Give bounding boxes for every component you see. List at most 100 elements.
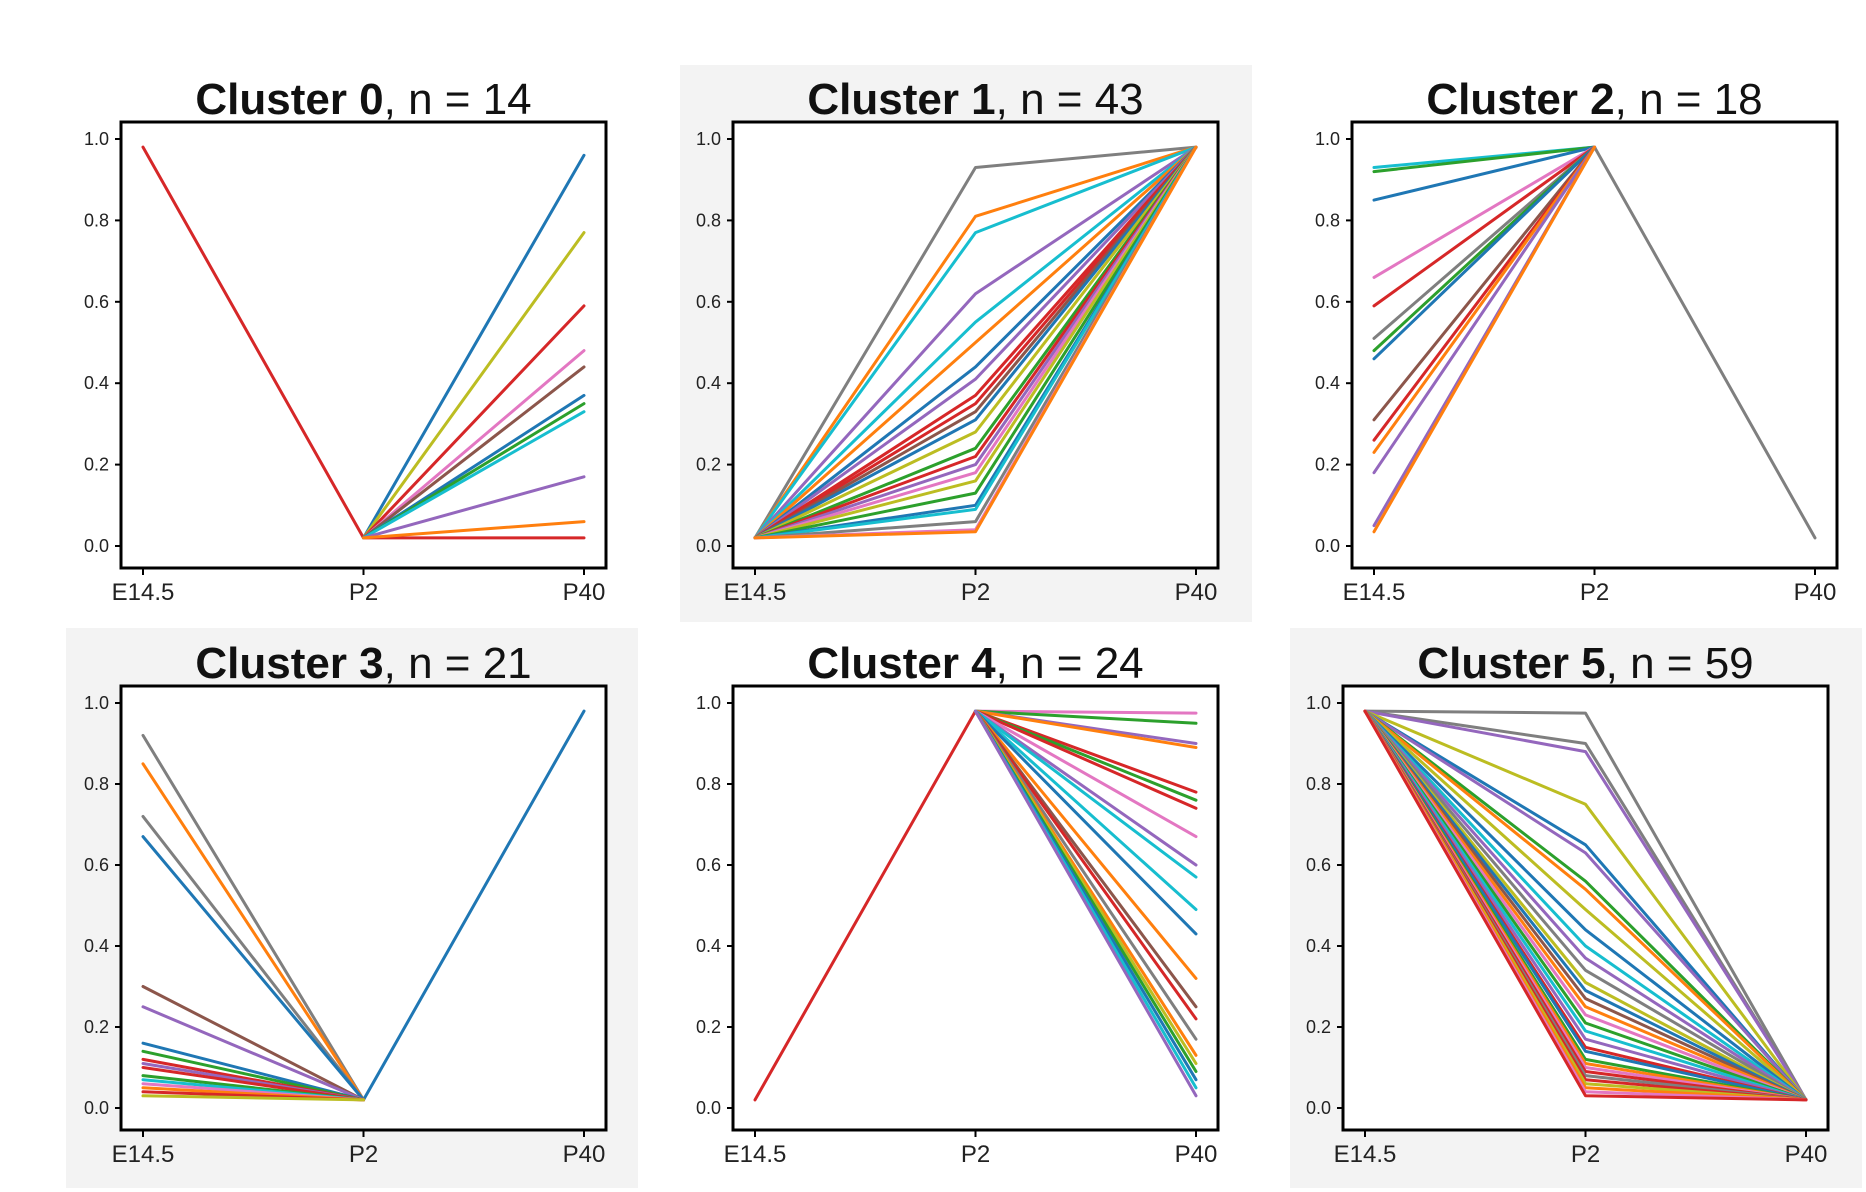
series-line-5 [141, 985, 365, 1102]
chart-title: Cluster 0, n = 14 [195, 75, 531, 124]
series-line-32 [1363, 709, 1808, 1102]
y-tick-label: 0.8 [84, 210, 109, 230]
y-tick-label: 0.4 [696, 936, 721, 956]
series-line-2 [1372, 145, 1596, 174]
x-tick-label: E14.5 [112, 579, 175, 606]
y-tick-label: 0.8 [1306, 774, 1331, 794]
series-line-16 [1363, 709, 1808, 1102]
x-tick-label: E14.5 [112, 1141, 175, 1168]
x-tick-label: P2 [961, 579, 990, 606]
chart-title-cluster: Cluster 1 [807, 75, 995, 124]
y-tick-label: 0.0 [84, 536, 109, 556]
series-line-5 [1363, 709, 1808, 1102]
y-tick-label: 1.0 [1306, 693, 1331, 713]
y-tick-label: 0.2 [84, 1017, 109, 1037]
series-line-12 [974, 709, 1198, 936]
y-tick-label: 0.4 [84, 936, 109, 956]
series-line-1 [362, 153, 586, 540]
y-tick-label: 0.0 [1306, 1098, 1331, 1118]
series-line-8 [974, 709, 1198, 839]
series-line-9 [974, 709, 1198, 867]
series-line-11 [1363, 709, 1808, 1102]
chart-title-count: , n = 43 [996, 75, 1144, 124]
y-tick-label: 1.0 [84, 129, 109, 149]
chart-title: Cluster 2, n = 18 [1426, 75, 1762, 124]
series-line-18 [1363, 709, 1808, 1102]
y-tick-label: 0.8 [696, 774, 721, 794]
x-tick-label: E14.5 [724, 1141, 787, 1168]
series-line-4 [362, 349, 586, 540]
y-tick-label: 0.4 [1315, 373, 1340, 393]
series-line-15 [1363, 709, 1808, 1102]
chart-title-cluster: Cluster 0 [195, 75, 383, 124]
plot-area [733, 686, 1218, 1130]
x-tick-label: P40 [1175, 1141, 1218, 1168]
y-tick-label: 0.2 [84, 455, 109, 475]
y-tick-label: 0.6 [1306, 855, 1331, 875]
series-line-14 [1372, 145, 1596, 534]
series-line-13 [753, 145, 1198, 540]
series-line-10 [753, 145, 1198, 540]
series-line-10 [974, 709, 1198, 879]
series-line-2 [974, 709, 1198, 725]
chart-panel-cluster-2: 0.0 0.2 0.4 0.6 0.8 1.0 E14.5 P2 P40 Cluster 2, n… [1315, 75, 1839, 606]
series-line-3 [1372, 145, 1596, 202]
series-line-3 [1363, 709, 1808, 1102]
chart-title: Cluster 4, n = 24 [807, 639, 1143, 688]
series-line-16 [753, 145, 1198, 540]
y-tick-label: 0.4 [1306, 936, 1331, 956]
chart-panel-cluster-4: 0.0 0.2 0.4 0.6 0.8 1.0 E14.5 P2 P40 Cluster 4, n… [696, 639, 1220, 1168]
x-tick-label: E14.5 [1343, 579, 1406, 606]
series-line-17 [753, 145, 1198, 540]
x-tick-label: E14.5 [1334, 1141, 1397, 1168]
x-tick-label: P2 [1571, 1141, 1600, 1168]
series-line-8 [1363, 709, 1808, 1102]
y-tick-label: 0.2 [1315, 455, 1340, 475]
series-line-2 [141, 762, 365, 1102]
series-line-8 [362, 410, 586, 540]
series-line-1 [974, 709, 1198, 715]
x-tick-label: P40 [563, 579, 606, 606]
chart-title: Cluster 5, n = 59 [1417, 639, 1753, 688]
x-tick-label: P2 [349, 1141, 378, 1168]
chart-title-count: , n = 14 [384, 75, 532, 124]
series-line-0 [753, 145, 1198, 540]
series-line-3 [362, 304, 586, 540]
series-line-6 [141, 1005, 365, 1102]
chart-title-count: , n = 59 [1606, 639, 1754, 688]
y-tick-label: 0.2 [1306, 1017, 1331, 1037]
series-line-6 [753, 145, 1198, 540]
series-line-17 [141, 1094, 365, 1102]
series-line-14 [753, 145, 1198, 540]
series-line-10 [362, 520, 586, 540]
chart-panel-cluster-5: 0.0 0.2 0.4 0.6 0.8 1.0 E14.5 P2 P40 Cluster 5, n… [1290, 628, 1862, 1188]
y-tick-label: 0.0 [696, 536, 721, 556]
series-line-7 [974, 709, 1198, 810]
y-tick-label: 0.0 [84, 1098, 109, 1118]
y-tick-label: 1.0 [696, 129, 721, 149]
chart-title-count: , n = 24 [996, 639, 1144, 688]
chart-title-count: , n = 18 [1615, 75, 1763, 124]
series-line-4 [141, 835, 365, 1102]
x-tick-label: P40 [1175, 579, 1218, 606]
series-line-9 [1372, 145, 1596, 422]
series-line-4 [1372, 145, 1596, 279]
series-line-5 [362, 365, 586, 540]
chart-title-count: , n = 21 [384, 639, 532, 688]
series-line-9 [753, 145, 1198, 540]
y-tick-label: 0.0 [1315, 536, 1340, 556]
chart-title-cluster: Cluster 2 [1426, 75, 1614, 124]
y-tick-label: 0.6 [696, 292, 721, 312]
y-tick-label: 0.8 [696, 210, 721, 230]
chart-title-cluster: Cluster 3 [195, 639, 383, 688]
y-tick-label: 0.2 [696, 1017, 721, 1037]
series-line-4 [1363, 709, 1808, 1102]
x-tick-label: P2 [1580, 579, 1609, 606]
series-line-0 [753, 709, 977, 1102]
x-tick-label: P40 [1794, 579, 1837, 606]
y-tick-label: 0.4 [696, 373, 721, 393]
x-tick-label: E14.5 [724, 579, 787, 606]
series-line-2 [362, 231, 586, 540]
series-line-19 [1363, 709, 1808, 1102]
